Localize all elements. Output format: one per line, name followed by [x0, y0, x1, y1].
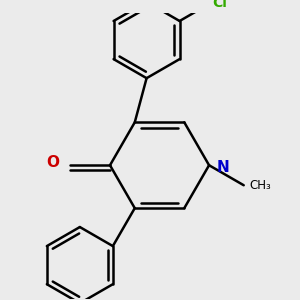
- Text: N: N: [217, 160, 230, 175]
- Text: O: O: [46, 155, 59, 170]
- Text: Cl: Cl: [212, 0, 227, 11]
- Text: CH₃: CH₃: [249, 179, 271, 192]
